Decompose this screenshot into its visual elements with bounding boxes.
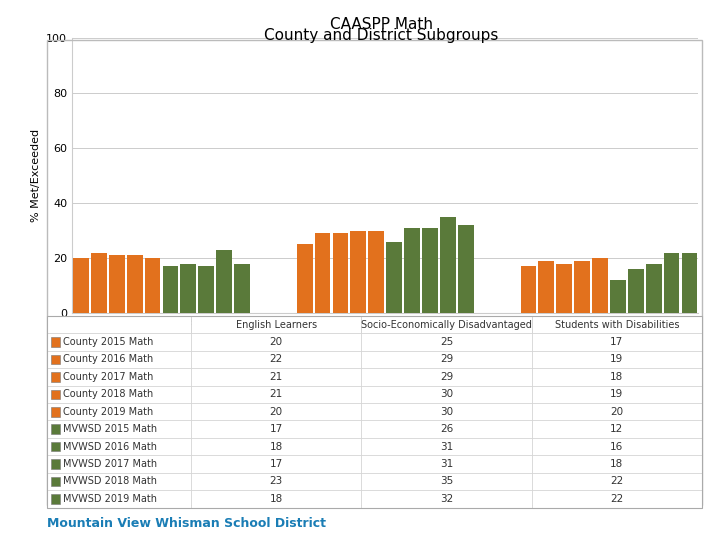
Text: MVWSD 2019 Math: MVWSD 2019 Math <box>63 494 157 504</box>
Text: 30: 30 <box>440 389 453 399</box>
Bar <box>297 244 312 313</box>
Text: 29: 29 <box>440 372 453 382</box>
Text: 18: 18 <box>269 494 283 504</box>
Text: CAASPP Math: CAASPP Math <box>330 17 433 32</box>
Bar <box>521 266 536 313</box>
Text: County 2016 Math: County 2016 Math <box>63 354 153 364</box>
Bar <box>610 280 626 313</box>
Text: 20: 20 <box>269 337 283 347</box>
Text: 26: 26 <box>440 424 453 434</box>
Bar <box>574 261 590 313</box>
Text: 22: 22 <box>610 476 624 487</box>
Bar <box>646 264 662 313</box>
Bar <box>127 255 143 313</box>
Bar <box>664 253 680 313</box>
Text: County and District Subgroups: County and District Subgroups <box>264 28 499 43</box>
Text: 19: 19 <box>610 354 624 364</box>
Bar <box>351 231 366 313</box>
Bar <box>315 233 330 313</box>
Bar <box>440 217 456 313</box>
Bar <box>234 264 250 313</box>
Text: 29: 29 <box>440 354 453 364</box>
Bar <box>145 258 161 313</box>
Text: County 2015 Math: County 2015 Math <box>63 337 153 347</box>
Text: Socio-Economically Disadvantaged: Socio-Economically Disadvantaged <box>361 320 532 329</box>
Bar <box>682 253 698 313</box>
Text: Students with Disabilities: Students with Disabilities <box>554 320 679 329</box>
Bar <box>422 228 438 313</box>
Bar <box>539 261 554 313</box>
Bar <box>163 266 179 313</box>
Text: MVWSD 2015 Math: MVWSD 2015 Math <box>63 424 157 434</box>
Text: County 2019 Math: County 2019 Math <box>63 407 153 417</box>
Text: County 2018 Math: County 2018 Math <box>63 389 153 399</box>
Bar <box>181 264 197 313</box>
Text: 12: 12 <box>610 424 624 434</box>
Bar <box>198 266 214 313</box>
Text: 25: 25 <box>440 337 453 347</box>
Bar <box>557 264 572 313</box>
Text: 35: 35 <box>440 476 453 487</box>
Text: 17: 17 <box>269 459 283 469</box>
Text: 32: 32 <box>440 494 453 504</box>
Text: 19: 19 <box>610 389 624 399</box>
Text: MVWSD 2017 Math: MVWSD 2017 Math <box>63 459 157 469</box>
Bar <box>628 269 644 313</box>
Text: MVWSD 2016 Math: MVWSD 2016 Math <box>63 442 157 451</box>
Bar <box>333 233 348 313</box>
Text: 22: 22 <box>269 354 283 364</box>
Text: 31: 31 <box>440 442 453 451</box>
Text: 30: 30 <box>440 407 453 417</box>
Bar <box>592 258 608 313</box>
Text: Mountain View Whisman School District: Mountain View Whisman School District <box>47 517 325 530</box>
Text: 21: 21 <box>269 372 283 382</box>
Text: 18: 18 <box>610 372 624 382</box>
Bar <box>458 225 474 313</box>
Bar <box>109 255 125 313</box>
Text: 23: 23 <box>269 476 283 487</box>
Text: English Learners: English Learners <box>235 320 317 329</box>
Text: County 2017 Math: County 2017 Math <box>63 372 153 382</box>
Text: MVWSD 2018 Math: MVWSD 2018 Math <box>63 476 157 487</box>
Text: 20: 20 <box>269 407 283 417</box>
Text: 18: 18 <box>610 459 624 469</box>
Text: 17: 17 <box>269 424 283 434</box>
Text: 31: 31 <box>440 459 453 469</box>
Text: 16: 16 <box>610 442 624 451</box>
Text: 18: 18 <box>269 442 283 451</box>
Bar <box>91 253 107 313</box>
Text: 20: 20 <box>611 407 624 417</box>
Bar <box>404 228 420 313</box>
Bar <box>216 250 232 313</box>
Y-axis label: % Met/Exceeded: % Met/Exceeded <box>30 129 40 222</box>
Bar <box>369 231 384 313</box>
Bar <box>73 258 89 313</box>
Bar <box>386 241 402 313</box>
Text: 17: 17 <box>610 337 624 347</box>
Text: 22: 22 <box>610 494 624 504</box>
Text: 21: 21 <box>269 389 283 399</box>
